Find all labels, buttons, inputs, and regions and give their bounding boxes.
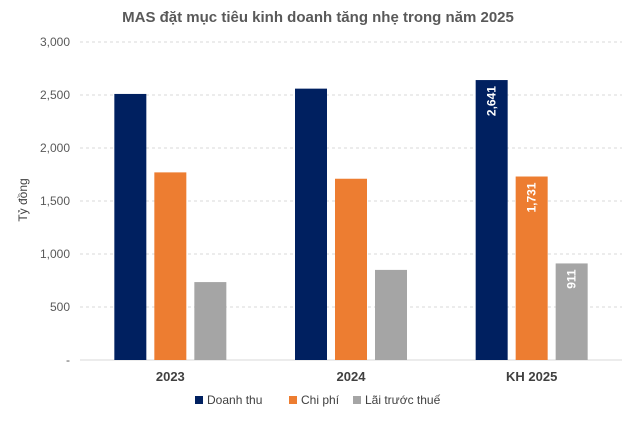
y-tick-label: 500 <box>50 300 70 314</box>
legend-swatch <box>195 396 203 404</box>
legend-swatch <box>353 396 361 404</box>
bar-doanh-thu-2 <box>475 80 508 360</box>
legend-swatch <box>289 396 297 404</box>
bar-doanh-thu-1 <box>295 88 327 360</box>
data-label: 2,641 <box>485 86 499 116</box>
bars <box>114 80 588 360</box>
x-category-label: 2024 <box>337 369 367 384</box>
bar-lãi-trước-thuế-1 <box>375 269 407 360</box>
y-tick-label: 1,500 <box>40 194 70 208</box>
legend-label: Lãi trước thuế <box>365 393 441 407</box>
bar-chi-phí-1 <box>335 178 367 360</box>
x-axis-categories: 2023 2024 KH 2025 <box>156 369 557 384</box>
x-category-label: KH 2025 <box>506 369 557 384</box>
y-axis-ticks: - 500 1,000 1,500 2,000 2,500 3,000 <box>40 35 70 367</box>
legend: Doanh thu Chi phí Lãi trước thuế <box>195 393 441 407</box>
bar-chi-phí-2 <box>515 176 548 360</box>
x-category-label: 2023 <box>156 369 185 384</box>
bar-doanh-thu-0 <box>114 93 147 360</box>
legend-label: Chi phí <box>301 393 340 407</box>
chart-title: MAS đặt mục tiêu kinh doanh tăng nhẹ tro… <box>122 9 514 26</box>
y-tick-label: 2,000 <box>40 141 70 155</box>
y-axis-label: Tỷ đồng <box>16 178 30 221</box>
y-tick-label: 2,500 <box>40 88 70 102</box>
y-tick-label: 1,000 <box>40 247 70 261</box>
bar-lãi-trước-thuế-2 <box>555 263 588 360</box>
legend-label: Doanh thu <box>207 393 262 407</box>
bar-chi-phí-0 <box>154 172 187 360</box>
y-tick-label: - <box>66 353 70 367</box>
data-label: 1,731 <box>525 182 539 212</box>
bar-lãi-trước-thuế-0 <box>194 282 227 360</box>
data-labels: 2,641 1,731 911 <box>485 86 579 289</box>
y-tick-label: 3,000 <box>40 35 70 49</box>
data-label: 911 <box>565 269 579 289</box>
